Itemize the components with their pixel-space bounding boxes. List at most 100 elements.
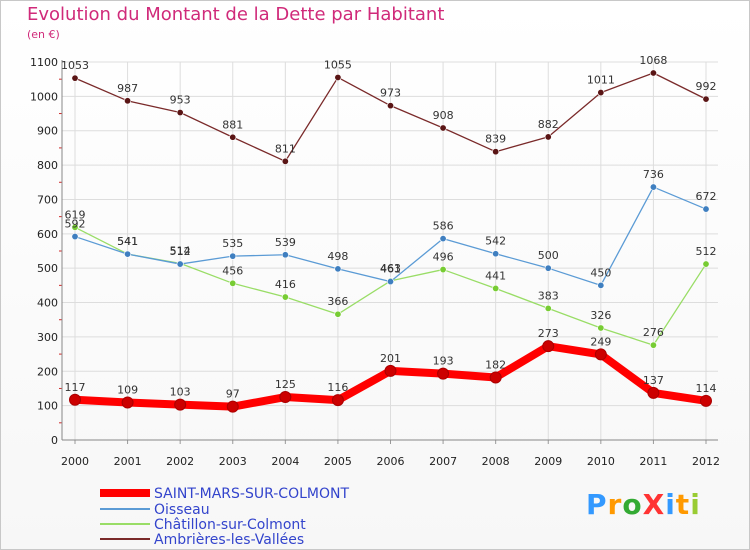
logo-letter: i <box>690 488 701 521</box>
data-point <box>492 250 500 258</box>
data-label: 450 <box>590 266 611 279</box>
data-point <box>176 260 184 268</box>
data-point <box>544 304 552 312</box>
data-label: 182 <box>485 358 506 371</box>
y-tick-label: 800 <box>37 159 58 172</box>
data-point <box>597 324 605 332</box>
legend-label: Oisseau <box>154 502 210 518</box>
data-point <box>649 341 657 349</box>
logo-letter: o <box>622 488 643 521</box>
data-label: 273 <box>538 327 559 340</box>
data-label: 512 <box>696 245 717 258</box>
data-label: 535 <box>222 237 243 250</box>
data-label: 512 <box>170 245 191 258</box>
data-point <box>439 124 447 132</box>
data-label: 498 <box>327 250 348 263</box>
logo-letter: t <box>675 488 691 521</box>
data-label: 987 <box>117 82 138 95</box>
data-point <box>279 391 292 404</box>
data-label: 97 <box>226 388 240 401</box>
data-label: 586 <box>433 220 454 233</box>
y-tick-label: 1000 <box>30 90 58 103</box>
y-tick-label: 600 <box>37 228 58 241</box>
data-label: 1068 <box>639 54 667 67</box>
data-point <box>334 73 342 81</box>
data-label: 441 <box>485 269 506 282</box>
data-point <box>439 235 447 243</box>
logo-letter: r <box>607 488 623 521</box>
data-point <box>229 279 237 287</box>
x-tick-label: 2000 <box>61 455 89 468</box>
data-label: 1055 <box>324 58 352 71</box>
data-point <box>124 97 132 105</box>
data-label: 881 <box>222 118 243 131</box>
data-label: 882 <box>538 118 559 131</box>
data-label: 456 <box>222 264 243 277</box>
data-point <box>124 250 132 258</box>
y-tick-label: 100 <box>37 400 58 413</box>
x-tick-label: 2006 <box>377 455 405 468</box>
data-label: 542 <box>485 235 506 248</box>
data-label: 114 <box>696 382 717 395</box>
data-label: 137 <box>643 374 664 387</box>
data-label: 463 <box>380 262 401 275</box>
data-point <box>386 278 394 286</box>
x-tick-label: 2004 <box>271 455 299 468</box>
data-label: 125 <box>275 378 296 391</box>
data-label: 541 <box>117 235 138 248</box>
y-tick-label: 500 <box>37 262 58 275</box>
x-tick-label: 2012 <box>692 455 720 468</box>
data-label: 1053 <box>61 59 89 72</box>
data-label: 514 <box>170 244 191 257</box>
data-point <box>281 251 289 259</box>
y-tick-label: 700 <box>37 193 58 206</box>
data-point <box>702 260 710 268</box>
data-label: 193 <box>433 355 454 368</box>
data-point <box>226 400 239 413</box>
chart-subtitle: (en €) <box>27 28 60 41</box>
data-point <box>334 310 342 318</box>
data-label: 619 <box>65 208 86 221</box>
legend-label: Châtillon-sur-Colmont <box>154 517 306 533</box>
x-tick-label: 2011 <box>639 455 667 468</box>
data-label: 383 <box>538 289 559 302</box>
y-tick-label: 300 <box>37 331 58 344</box>
data-label: 953 <box>170 94 191 107</box>
data-point <box>544 133 552 141</box>
data-point <box>229 252 237 260</box>
data-label: 116 <box>327 381 348 394</box>
data-label: 672 <box>696 190 717 203</box>
x-tick-label: 2001 <box>114 455 142 468</box>
data-label: 539 <box>275 236 296 249</box>
x-tick-label: 2003 <box>219 455 247 468</box>
data-point <box>386 102 394 110</box>
data-point <box>489 371 502 384</box>
x-tick-label: 2005 <box>324 455 352 468</box>
data-point <box>649 69 657 77</box>
data-point <box>331 394 344 407</box>
data-label: 541 <box>117 235 138 248</box>
data-label: 839 <box>485 133 506 146</box>
data-point <box>649 183 657 191</box>
data-point <box>71 233 79 241</box>
data-label: 249 <box>590 335 611 348</box>
data-point <box>174 398 187 411</box>
data-point <box>702 95 710 103</box>
y-tick-label: 1100 <box>30 56 58 69</box>
data-label: 496 <box>433 251 454 264</box>
data-label: 500 <box>538 249 559 262</box>
data-point <box>544 264 552 272</box>
data-point <box>492 284 500 292</box>
data-label: 117 <box>65 381 86 394</box>
data-label: 109 <box>117 384 138 397</box>
y-tick-label: 200 <box>37 365 58 378</box>
data-point <box>229 133 237 141</box>
data-label: 736 <box>643 168 664 181</box>
data-label: 276 <box>643 326 664 339</box>
logo-letter: P <box>586 488 608 521</box>
data-point <box>542 340 555 353</box>
chart-title: Evolution du Montant de la Dette par Hab… <box>27 4 445 25</box>
data-label: 592 <box>65 218 86 231</box>
data-point <box>594 348 607 361</box>
